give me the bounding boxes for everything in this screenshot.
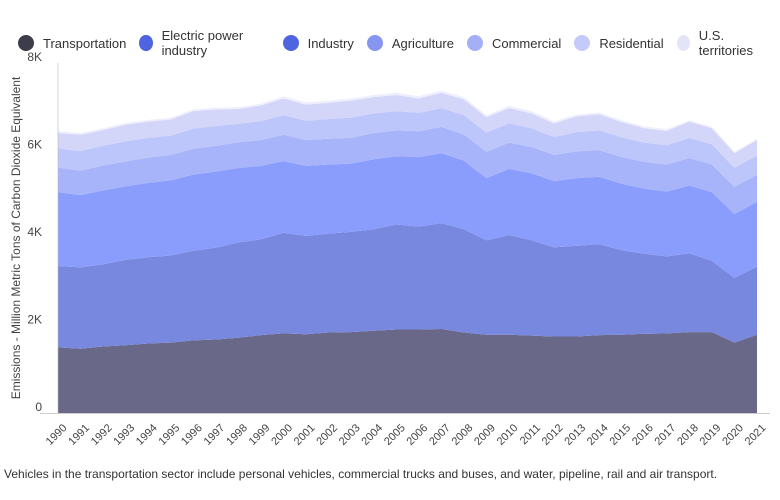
legend-swatch	[676, 35, 690, 51]
x-tick-label: 2000	[269, 422, 295, 448]
area-electric-power-industry[interactable]	[58, 223, 757, 349]
legend-swatch	[466, 35, 483, 51]
legend-label: Transportation	[43, 35, 127, 51]
x-tick-label: 1992	[89, 422, 115, 448]
legend-item-u-s-territories[interactable]: U.S. territories	[676, 28, 767, 58]
x-tick-label: 2002	[314, 422, 340, 448]
y-tick-label: 0	[35, 400, 42, 414]
y-tick-label: 2K	[27, 313, 42, 327]
legend-item-electric-power-industry[interactable]: Electric power industry	[139, 28, 269, 58]
x-tick-label: 2012	[540, 422, 566, 448]
legend-item-residential[interactable]: Residential	[574, 35, 664, 51]
x-tick-label: 2010	[495, 422, 521, 448]
area-commercial[interactable]	[58, 108, 757, 187]
y-axis-label: Emissions - Million Metric Tons of Carbo…	[9, 76, 23, 399]
x-tick-label: 2017	[653, 422, 679, 448]
x-tick-label: 1995	[157, 422, 183, 448]
y-tick-label: 4K	[27, 225, 42, 239]
x-tick-label: 2011	[518, 422, 543, 447]
x-tick-label: 2001	[292, 422, 318, 448]
x-tick-label: 2020	[720, 422, 746, 448]
x-tick-label: 2008	[450, 422, 476, 448]
x-tick-label: 1997	[202, 422, 228, 448]
x-tick-label: 2015	[607, 422, 633, 448]
legend-label: Residential	[599, 35, 664, 51]
legend-swatch	[366, 35, 383, 51]
x-tick-label: 1994	[134, 422, 160, 448]
legend-item-commercial[interactable]: Commercial	[466, 35, 562, 51]
x-tick-label: 2004	[359, 422, 385, 448]
area-residential[interactable]	[58, 92, 757, 168]
legend-item-agriculture[interactable]: Agriculture	[366, 35, 454, 51]
area-transportation[interactable]	[58, 329, 757, 413]
x-tick-label: 1993	[111, 422, 137, 448]
x-tick-label: 1991	[66, 422, 92, 448]
y-ticks: 0 2K 4K 6K 8K	[27, 50, 42, 414]
x-tick-label: 2007	[427, 422, 453, 448]
area-agriculture[interactable]	[58, 126, 757, 214]
legend-label: Electric power industry	[161, 28, 244, 58]
x-tick-label: 2016	[630, 422, 656, 448]
legend-item-transportation[interactable]: Transportation	[18, 35, 126, 51]
x-tick-label: 2021	[743, 422, 769, 448]
legend-item-industry[interactable]: Industry	[282, 35, 354, 51]
x-tick-label: 1996	[179, 422, 205, 448]
x-tick-label: 2013	[562, 422, 588, 448]
y-tick-label: 6K	[27, 138, 42, 152]
x-tick-label: 1990	[44, 422, 70, 448]
x-tick-label: 2019	[698, 422, 724, 448]
legend-label: Commercial	[491, 35, 562, 51]
legend-swatch	[282, 35, 299, 51]
legend-label: Agriculture	[391, 35, 454, 51]
area-industry[interactable]	[58, 153, 757, 278]
legend-swatch	[139, 35, 153, 51]
y-tick-label: 8K	[27, 50, 42, 64]
x-tick-label: 2005	[382, 422, 408, 448]
chart-legend: Transportation Electric power industry Ind…	[18, 28, 780, 58]
legend-label: Industry	[307, 35, 354, 51]
x-tick-label: 1998	[224, 422, 250, 448]
legend-swatch	[18, 35, 34, 51]
legend-swatch	[574, 35, 591, 51]
area-layer	[58, 90, 757, 413]
x-tick-label: 2006	[405, 422, 431, 448]
x-tick-label: 2018	[675, 422, 701, 448]
x-tick-label: 2003	[337, 422, 363, 448]
x-tick-label: 1999	[247, 422, 273, 448]
x-tick-label: 2014	[585, 422, 611, 448]
legend-label: U.S. territories	[698, 28, 753, 58]
x-tick-label: 2009	[472, 422, 498, 448]
x-ticks: 1990199119921993199419951996199719981999…	[44, 422, 769, 448]
footnote: Vehicles in the transportation sector in…	[4, 467, 718, 481]
